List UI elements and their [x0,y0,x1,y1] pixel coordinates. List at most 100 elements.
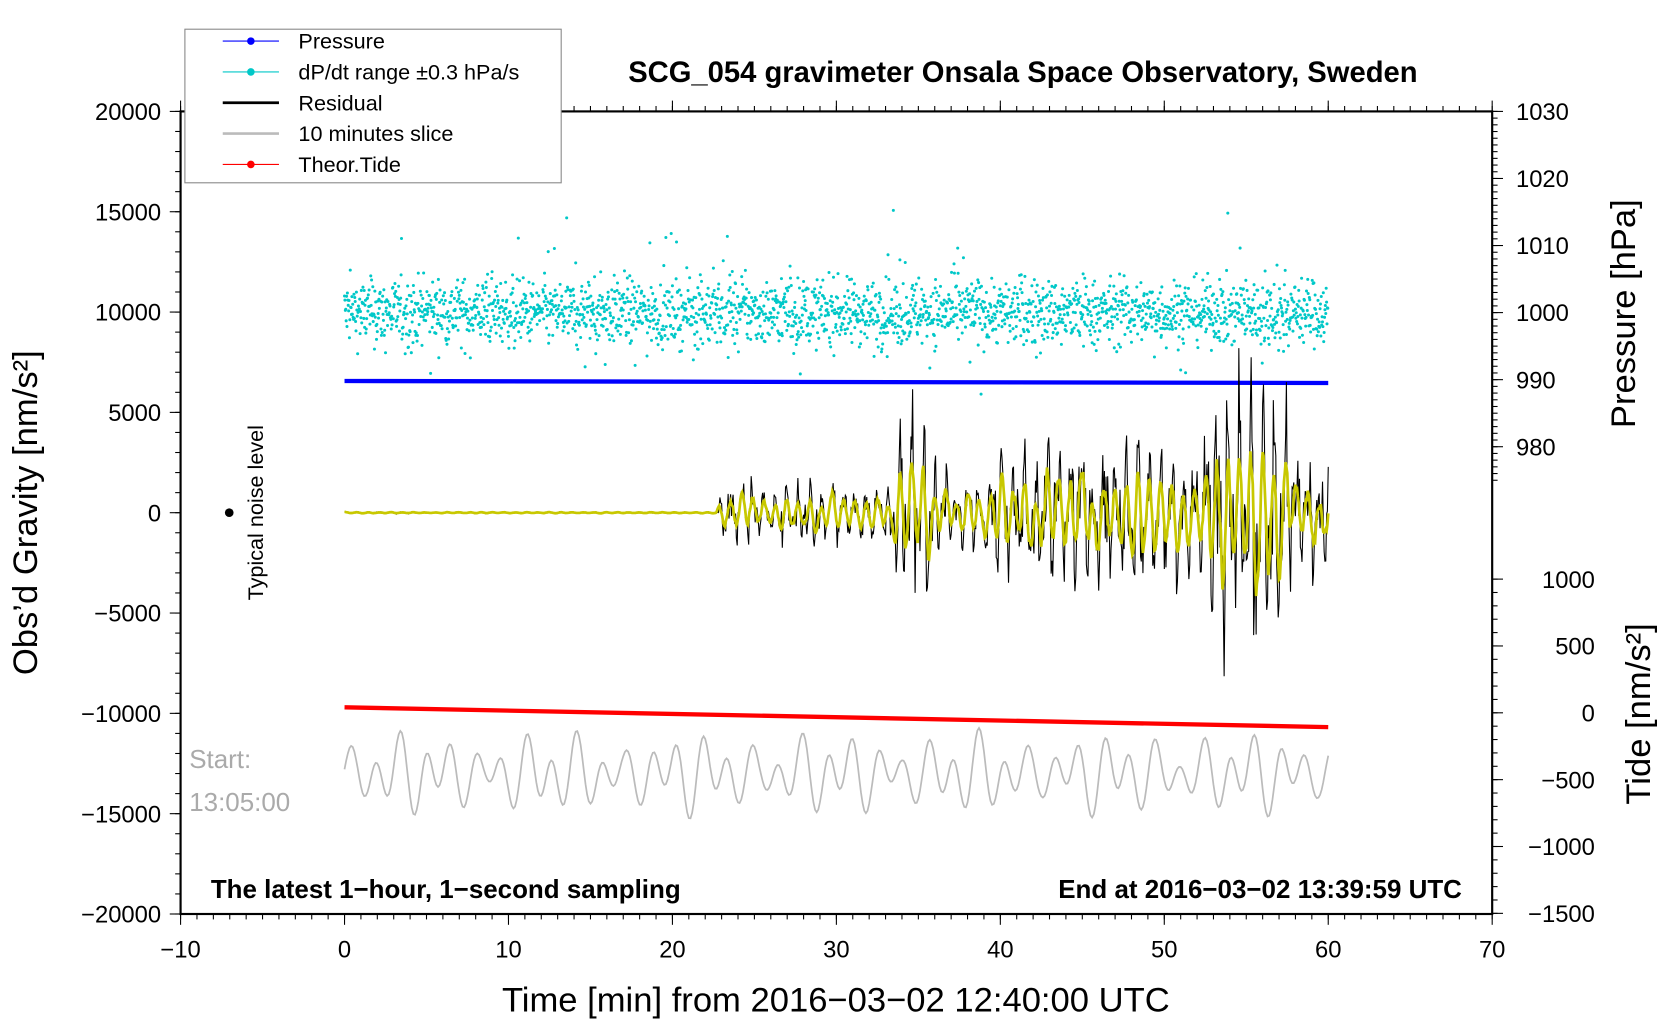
dpdt-point [711,295,715,299]
dpdt-point [852,298,856,302]
dpdt-point [749,337,753,341]
dpdt-point [528,321,532,325]
dpdt-point [903,261,907,265]
dpdt-point [1029,320,1033,324]
dpdt-point [1043,322,1047,326]
dpdt-point [1015,315,1019,319]
dpdt-point [443,315,447,319]
dpdt-point [1113,315,1117,319]
dpdt-point [1012,337,1016,341]
dpdt-point [1048,290,1052,294]
dpdt-point [1225,268,1229,272]
dpdt-point [648,241,652,245]
dpdt-point [861,318,865,322]
dpdt-point [891,314,895,318]
dpdt-point [595,318,599,322]
dpdt-point [1204,330,1208,334]
dpdt-point [440,327,444,331]
dpdt-point [495,294,499,298]
dpdt-point [656,318,661,322]
dpdt-point [453,307,457,311]
dpdt-point [544,297,548,301]
dpdt-point [868,314,872,318]
dpdt-point [1252,306,1256,310]
dpdt-point [1314,312,1318,316]
dpdt-point [600,295,604,299]
dpdt-point [1147,298,1151,302]
dpdt-point [734,321,738,325]
dpdt-point [555,325,559,329]
dpdt-point [571,287,575,291]
dpdt-point [485,314,489,318]
dpdt-point [1041,298,1045,302]
dpdt-point [589,294,593,298]
dpdt-point [1293,307,1297,311]
dpdt-point [716,287,720,291]
dpdt-point [638,319,642,323]
dpdt-point [1219,287,1223,291]
dpdt-point [1014,325,1018,329]
dpdt-point [359,288,363,292]
dpdt-point [983,325,987,329]
dpdt-point [872,354,876,358]
dpdt-point [377,297,381,301]
dpdt-point [1157,312,1161,316]
dpdt-point [1027,330,1031,334]
dpdt-point [879,350,883,354]
legend-item: Residual [222,90,383,115]
dpdt-point [852,282,856,286]
dpdt-point [713,331,717,335]
dpdt-point [606,295,611,299]
dpdt-point [375,330,379,334]
dpdt-point [951,306,955,310]
dpdt-point [486,272,490,276]
dpdt-point [654,297,658,302]
dpdt-point [562,325,566,329]
dpdt-point [1016,307,1020,311]
dpdt-point [1186,297,1190,301]
dpdt-point [535,291,539,295]
dpdt-point [543,284,547,288]
dpdt-point [398,302,402,306]
dpdt-point [527,280,531,284]
dpdt-point [886,316,890,320]
dpdt-point [637,284,641,288]
dpdt-point [700,307,704,311]
dpdt-point [1192,308,1196,312]
dpdt-point [705,323,709,327]
dpdt-point [1300,333,1304,337]
y-tick-label: −10000 [81,701,161,728]
dpdt-point [876,345,880,349]
dpdt-point [939,320,943,324]
dpdt-point [718,307,722,311]
dpdt-point [709,314,713,318]
dpdt-point [505,298,509,302]
dpdt-point [679,349,683,353]
dpdt-point [742,301,746,305]
dpdt-point [1299,326,1303,330]
dpdt-point [350,295,354,299]
y-tick-label: 5000 [108,400,161,427]
dpdt-point [575,343,579,347]
dpdt-point [550,308,554,312]
dpdt-point [973,312,977,316]
dpdt-point [1127,293,1131,297]
dpdt-point [583,307,587,311]
dpdt-point [489,325,493,329]
dpdt-point [1007,311,1011,315]
dpdt-point [377,316,381,320]
dpdt-point [1166,317,1170,321]
dpdt-point [680,304,684,308]
dpdt-point [1142,292,1146,296]
dpdt-point [506,334,510,338]
dpdt-point [745,332,749,336]
dpdt-point [513,339,517,343]
dpdt-point [1225,322,1229,326]
dpdt-point [623,300,627,304]
dpdt-point [1322,340,1326,344]
dpdt-point [494,305,498,309]
dpdt-point [617,291,621,295]
dpdt-point [1202,304,1206,308]
dpdt-point [417,323,421,327]
